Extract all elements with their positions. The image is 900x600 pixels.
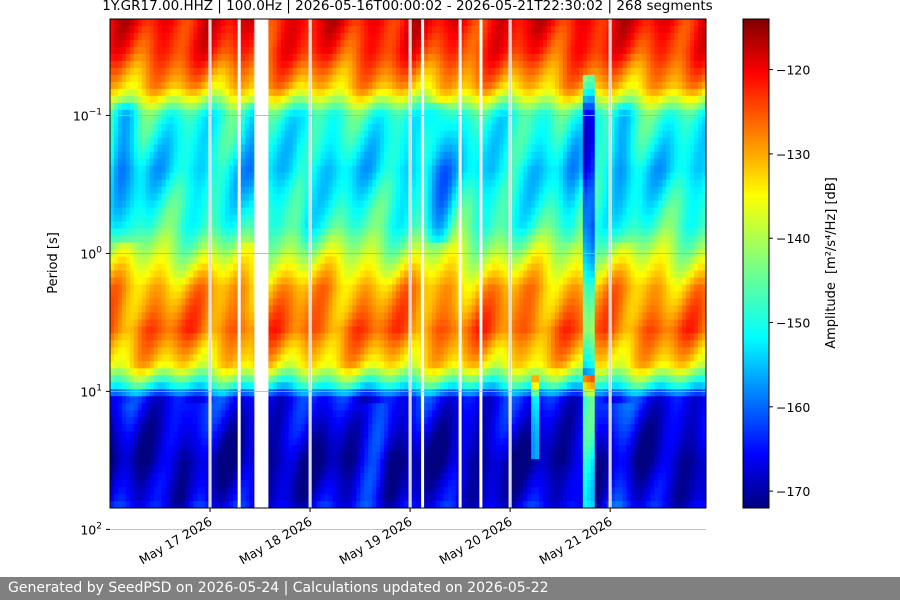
y-axis-label: Period [s] [46,232,61,294]
colorbar-tick-label: −150 [776,316,810,331]
data-gap [458,19,462,508]
chart-title: 1Y.GR17.00.HHZ | 100.0Hz | 2026-05-16T00… [102,0,713,14]
colorbar-tick-label: −140 [776,231,810,246]
colorbar-tick-label: −160 [776,400,810,415]
x-axis: May 17 2026 May 18 2026 May 19 2026 May 20 … [136,508,615,568]
data-gap [237,19,241,508]
heatmap-cells [110,19,706,508]
grid-lines [110,19,706,530]
data-gap [479,19,483,508]
y-tick-label: 10−1 [73,107,102,123]
colorbar-tick-label: −130 [776,147,810,162]
y-tick-label: 102 [80,521,102,537]
colorbar [742,18,770,509]
y-axis: 10−1 100 101 102 [73,107,110,537]
colorbar-label: Amplitude [m²/s⁴/Hz] [dB] [824,177,839,349]
plot-frame [109,18,707,509]
x-tick-label: May 21 2026 [537,514,615,568]
x-tick-label: May 19 2026 [336,514,414,568]
y-tick-label: 100 [80,245,102,261]
y-tick-label: 101 [80,383,102,399]
x-tick-label: May 17 2026 [136,514,214,568]
colorbar-axis: −120 −130 −140 −150 −160 −170 [769,63,810,499]
x-tick-label: May 20 2026 [437,514,515,568]
colorbar-tick-label: −120 [776,63,810,78]
x-tick-label: May 18 2026 [236,514,314,568]
data-gap [421,19,425,508]
colorbar-tick-label: −170 [776,484,810,499]
data-gap [254,19,269,508]
footer: Generated by SeedPSD on 2026-05-24 | Cal… [0,577,900,600]
